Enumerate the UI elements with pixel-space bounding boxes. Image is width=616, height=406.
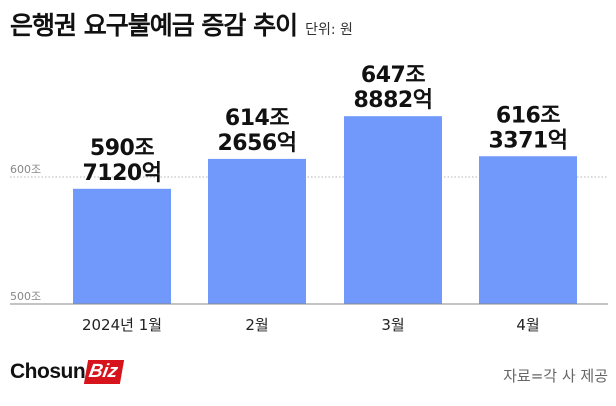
bar-0 [73,188,171,304]
x-tick-label-1: 2월 [245,316,268,334]
x-tick-label-0: 2024년 1월 [82,316,162,334]
chart-title: 은행권 요구불예금 증감 추이 [10,11,298,40]
data-label-3-1: 3371억 [489,128,568,153]
bar-3 [479,156,577,304]
chosunbiz-logo: Chosun Biz [10,360,124,384]
x-tick-label-3: 4월 [516,316,539,334]
bar-2 [344,116,442,305]
title-area: 은행권 요구불예금 증감 추이 단위: 원 [10,6,353,42]
data-label-2-1: 8882억 [354,88,433,113]
x-tick-label-2: 3월 [381,316,404,334]
data-label-1-1: 2656억 [218,131,297,156]
data-label-0-0: 590조 [90,136,154,161]
y-tick-label-1: 600조 [10,163,41,176]
data-label-0-1: 7120억 [83,161,162,186]
logo-accent-text: Biz [84,360,124,384]
y-tick-label-0: 500조 [10,290,41,303]
data-label-1-0: 614조 [225,106,289,131]
unit-label: 단위: 원 [305,22,353,38]
data-label-3-0: 616조 [496,103,560,128]
source-note: 자료=각 사 제공 [503,367,608,385]
logo-main-text: Chosun [10,360,86,383]
bar-1 [208,158,306,304]
data-label-2-0: 647조 [361,63,425,88]
